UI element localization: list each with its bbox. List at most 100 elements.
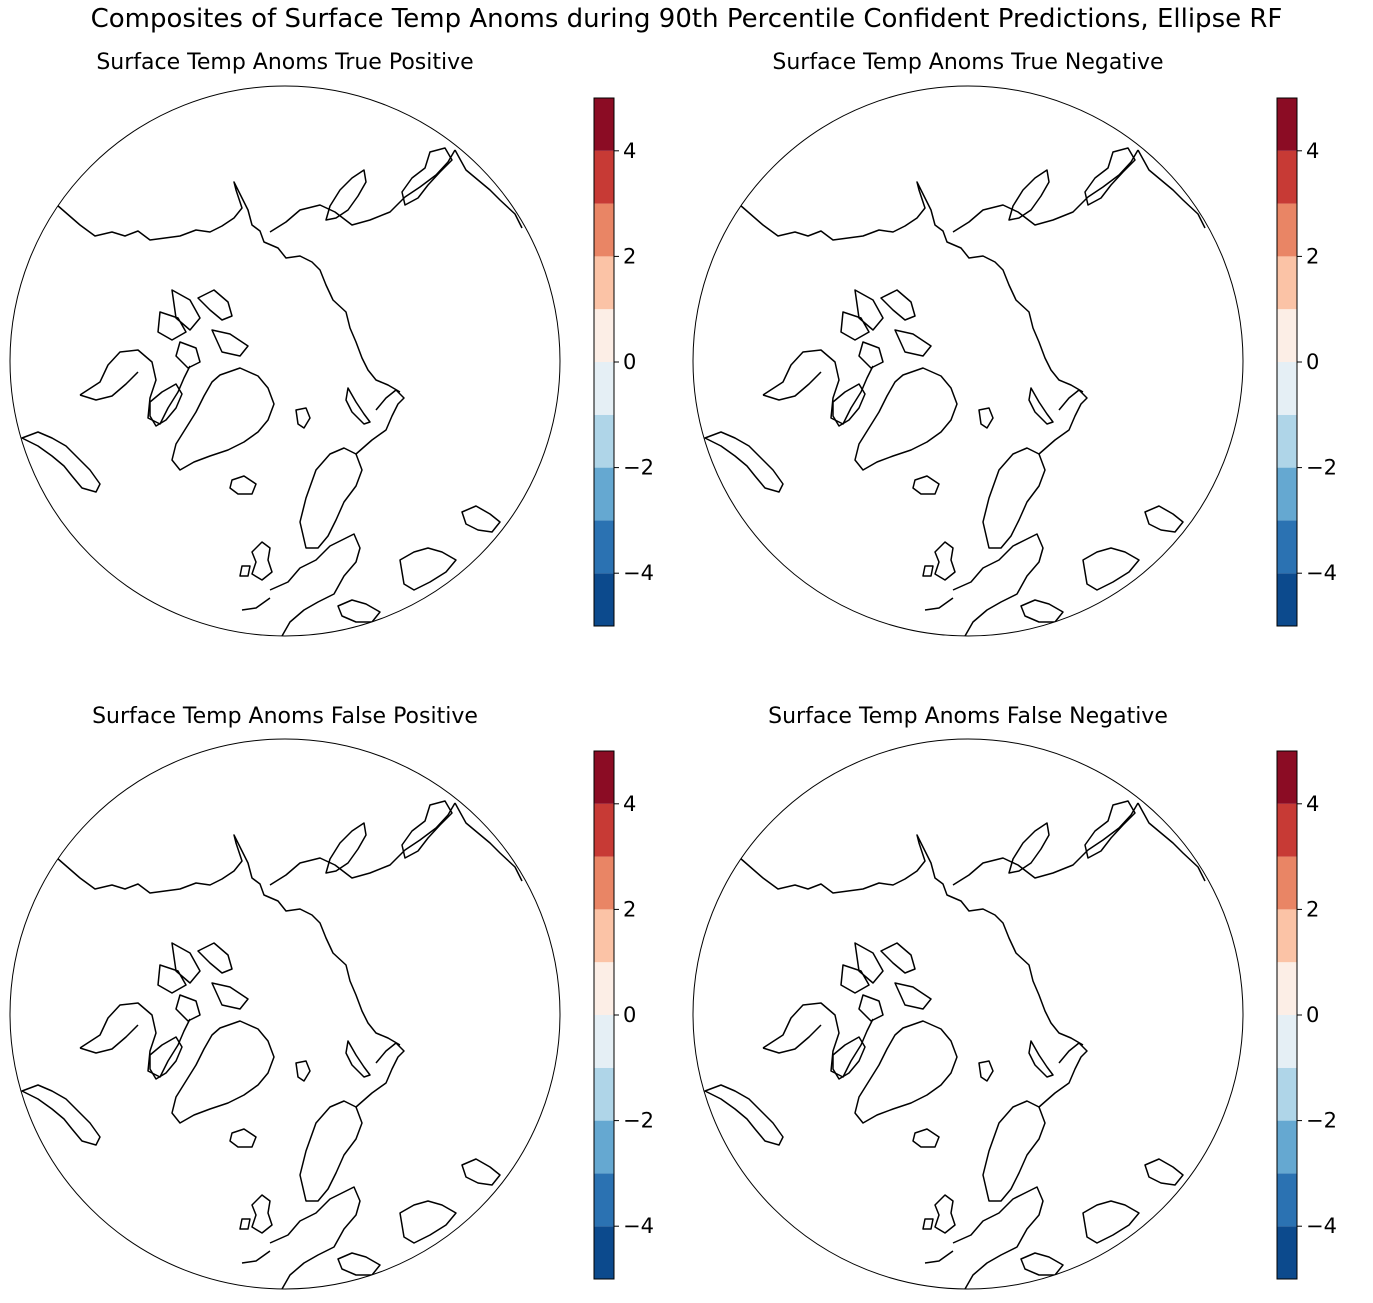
alaska-peninsula — [1084, 800, 1136, 859]
greenland — [854, 1020, 958, 1124]
europe-coast — [924, 533, 1044, 636]
alaska-peninsula — [401, 147, 453, 206]
colorbar-tick-label: 0 — [1306, 350, 1319, 374]
polar-map — [9, 85, 561, 637]
colorbar-tick-label: 4 — [623, 792, 636, 816]
hudson-bay-coast — [762, 349, 874, 425]
scandinavia — [299, 447, 363, 549]
labrador-coast — [704, 431, 784, 493]
colorbar-segment — [594, 962, 614, 1015]
colorbar-segment — [1277, 1015, 1297, 1068]
svalbard — [295, 407, 311, 429]
baffin-island — [149, 383, 183, 427]
colorbar-segment — [1277, 573, 1297, 626]
labrador-coast — [704, 1084, 784, 1146]
svalbard — [295, 1060, 311, 1082]
siberia-coast — [952, 149, 1206, 233]
colorbar-segment — [1277, 1067, 1297, 1121]
colorbar-segment — [594, 467, 614, 521]
colorbar-segment — [1277, 150, 1297, 204]
colorbar-tick-label: −4 — [623, 561, 654, 585]
novaya-zemlya — [1028, 387, 1054, 425]
baffin-island — [149, 1036, 183, 1080]
colorbar-tick-label: 0 — [623, 350, 636, 374]
colorbar-tick-label: 2 — [1306, 244, 1319, 268]
scandinavia — [299, 1100, 363, 1202]
figure-title: Composites of Surface Temp Anoms during … — [90, 4, 1283, 34]
kamchatka — [325, 169, 367, 221]
colorbar-segment — [594, 1226, 614, 1279]
siberia-coast — [269, 802, 523, 886]
svalbard — [978, 407, 994, 429]
north-america-coast — [56, 834, 401, 1046]
colorbar-tick-label: 2 — [1306, 897, 1319, 921]
colorbar-segment — [1277, 1120, 1297, 1174]
europe-coast — [241, 533, 361, 636]
panel-true-positive: Surface Temp Anoms True Positive −4 −2 0 2 4 — [0, 0, 686, 650]
colorbar-tick-label: −2 — [1306, 456, 1337, 480]
colorbar-segment — [1277, 256, 1297, 310]
hudson-bay-coast — [79, 349, 191, 425]
canadian-arctic-islands — [840, 942, 932, 1022]
map-boundary-circle — [692, 85, 1244, 637]
greenland — [171, 367, 275, 471]
panel-title: Surface Temp Anoms True Positive — [96, 50, 474, 75]
caspian-region — [1082, 547, 1140, 591]
colorbar-segment — [594, 309, 614, 362]
colorbar-segment — [1277, 414, 1297, 468]
east-asia-coast — [461, 505, 501, 533]
map-boundary-circle — [9, 85, 561, 637]
colorbar-tick-label: −2 — [623, 1109, 654, 1133]
colorbar-segment — [1277, 856, 1297, 910]
colorbar-segment — [594, 150, 614, 204]
kamchatka — [1008, 822, 1050, 874]
baffin-island — [832, 383, 866, 427]
east-asia-coast — [1144, 505, 1184, 533]
east-asia-coast — [1144, 1158, 1184, 1186]
caspian-region — [399, 1200, 457, 1244]
colorbar-segment — [1277, 803, 1297, 857]
british-isles — [922, 1194, 956, 1234]
colorbar-segment — [1277, 203, 1297, 257]
colorbar-segment — [1277, 751, 1297, 804]
colorbar-segment — [594, 856, 614, 910]
british-isles — [239, 1194, 273, 1234]
canadian-arctic-islands — [157, 942, 249, 1022]
novaya-zemlya — [1028, 1040, 1054, 1078]
canadian-arctic-islands — [840, 289, 932, 369]
colorbar-segment — [594, 573, 614, 626]
hudson-bay-coast — [79, 1002, 191, 1078]
colorbar-tick-label: 0 — [623, 1003, 636, 1027]
black-sea-region — [1020, 599, 1064, 623]
colorbar-tick-label: −2 — [623, 456, 654, 480]
colorbar-segment — [594, 362, 614, 415]
europe-coast — [241, 1186, 361, 1289]
iceland — [912, 1128, 940, 1148]
colorbar-segment — [594, 909, 614, 963]
colorbar-tick-label: 2 — [623, 897, 636, 921]
coastlines — [21, 800, 523, 1289]
panel-false-negative: Surface Temp Anoms False Negative −4 −2 0 2… — [683, 653, 1369, 1303]
north-america-coast — [739, 181, 1084, 393]
colorbar-segment — [1277, 98, 1297, 151]
colorbar-segment — [594, 803, 614, 857]
colorbar: −4 −2 0 2 4 — [593, 750, 654, 1280]
polar-map — [692, 85, 1244, 637]
greenland — [854, 367, 958, 471]
colorbar-segment — [594, 256, 614, 310]
caspian-region — [1082, 1200, 1140, 1244]
colorbar-tick-label: 4 — [623, 139, 636, 163]
colorbar: −4 −2 0 2 4 — [1276, 750, 1337, 1280]
hudson-bay-coast — [762, 1002, 874, 1078]
alaska-peninsula — [401, 800, 453, 859]
kamchatka — [1008, 169, 1050, 221]
colorbar-segment — [594, 1015, 614, 1068]
colorbar-segment — [594, 203, 614, 257]
black-sea-region — [337, 1252, 381, 1276]
canadian-arctic-islands — [157, 289, 249, 369]
colorbar-tick-label: −4 — [1306, 1214, 1337, 1238]
east-asia-coast — [461, 1158, 501, 1186]
panel-title: Surface Temp Anoms False Positive — [92, 704, 478, 729]
europe-coast — [924, 1186, 1044, 1289]
